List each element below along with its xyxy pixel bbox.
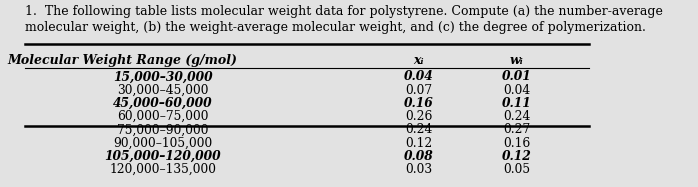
Text: 0.24: 0.24 [405,123,433,136]
Text: 0.07: 0.07 [406,84,432,97]
Text: 0.05: 0.05 [503,163,530,176]
Text: 90,000–105,000: 90,000–105,000 [113,137,212,150]
Text: 0.12: 0.12 [502,150,531,163]
Text: 1.  The following table lists molecular weight data for polystyrene. Compute (a): 1. The following table lists molecular w… [24,5,662,18]
Text: 0.03: 0.03 [406,163,432,176]
Text: 0.04: 0.04 [404,70,433,83]
Text: 0.04: 0.04 [503,84,530,97]
Text: 60,000–75,000: 60,000–75,000 [117,110,209,123]
Text: xᵢ: xᵢ [413,54,424,67]
Text: 0.24: 0.24 [503,110,530,123]
Text: 30,000–45,000: 30,000–45,000 [117,84,209,97]
Text: wᵢ: wᵢ [510,54,524,67]
Text: molecular weight, (b) the weight-average molecular weight, and (c) the degree of: molecular weight, (b) the weight-average… [24,22,646,34]
Text: 0.27: 0.27 [503,123,530,136]
Text: 120,000–135,000: 120,000–135,000 [110,163,216,176]
Text: 0.16: 0.16 [404,97,433,110]
Text: 0.26: 0.26 [405,110,433,123]
Text: 0.08: 0.08 [404,150,433,163]
Text: 105,000–120,000: 105,000–120,000 [105,150,221,163]
Text: 0.01: 0.01 [502,70,531,83]
Text: 75,000–90,000: 75,000–90,000 [117,123,209,136]
Text: Molecular Weight Range (g/mol): Molecular Weight Range (g/mol) [8,54,237,67]
Text: 0.16: 0.16 [503,137,530,150]
Text: 45,000–60,000: 45,000–60,000 [113,97,213,110]
Text: 15,000–30,000: 15,000–30,000 [113,70,213,83]
Text: 0.12: 0.12 [405,137,433,150]
Text: 0.11: 0.11 [502,97,531,110]
